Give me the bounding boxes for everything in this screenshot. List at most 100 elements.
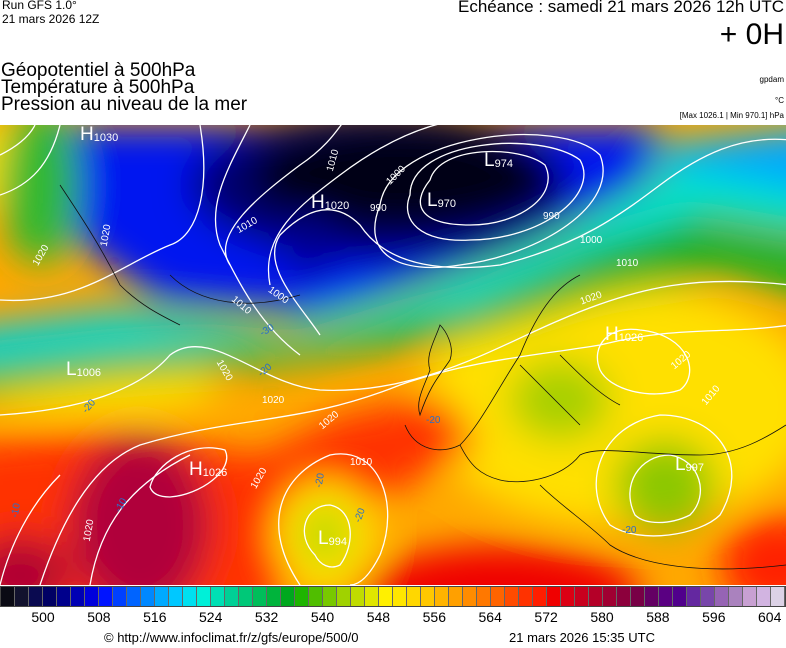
colorbar-cell [547, 587, 561, 606]
run-info: Run GFS 1.0° 21 mars 2026 12Z [2, 0, 99, 26]
colorbar-cell [239, 587, 253, 606]
colorbar-cell [715, 587, 729, 606]
forecast-time: Echéance : samedi 21 mars 2026 12h UTC [457, 0, 784, 16]
colorbar-cell [603, 587, 617, 606]
colorbar [0, 586, 786, 607]
colorbar-cell [1, 587, 15, 606]
unit-temperature: °C [775, 96, 784, 105]
colorbar-cell [155, 587, 169, 606]
colorbar-cell [57, 587, 71, 606]
colorbar-cell [519, 587, 533, 606]
colorbar-tick-label: 564 [478, 609, 502, 625]
pressure-center-low: L994 [318, 528, 347, 549]
colorbar-cell [771, 587, 785, 606]
colorbar-cell [183, 587, 197, 606]
isobar-label: 1010 [350, 457, 373, 468]
colorbar-tick-label: 556 [422, 609, 446, 625]
colorbar-tick-label: 580 [590, 609, 614, 625]
colorbar-cell [85, 587, 99, 606]
coastlines [59, 184, 786, 570]
colorbar-cell [757, 587, 771, 606]
colorbar-cell [197, 587, 211, 606]
colorbar-cell [701, 587, 715, 606]
colorbar-cell [477, 587, 491, 606]
colorbar-cell [463, 587, 477, 606]
unit-geopotential: gpdam [759, 75, 784, 84]
colorbar-cell [211, 587, 225, 606]
temperature-label: -20 [426, 415, 441, 426]
colorbar-cell [267, 587, 281, 606]
pressure-center-low: L1006 [66, 359, 102, 380]
colorbar-tick-label: 548 [366, 609, 391, 625]
isobar-label: 1020 [262, 395, 285, 406]
lead-time: + 0H [719, 18, 784, 51]
isobar-label: 1000 [580, 235, 603, 246]
colorbar-cell [225, 587, 239, 606]
unit-pressure-range: [Max 1026.1 | Min 970.1] hPa [679, 111, 784, 120]
pressure-center-high: H1026 [605, 324, 644, 345]
colorbar-cell [337, 587, 351, 606]
colorbar-tick-label: 532 [254, 609, 279, 625]
colorbar-cell [659, 587, 673, 606]
temperature-label: -20 [622, 525, 637, 536]
colorbar-cell [127, 587, 141, 606]
isobar-label: 990 [543, 211, 560, 222]
colorbar-cell [71, 587, 85, 606]
colorbar-cell [589, 587, 603, 606]
colorbar-cell [15, 587, 29, 606]
colorbar-cell [421, 587, 435, 606]
colorbar-cell [365, 587, 379, 606]
generated-date: 21 mars 2026 15:35 UTC [509, 630, 655, 645]
colorbar-cell [99, 587, 113, 606]
title-pressure: Pression au niveau de la mer [1, 94, 248, 115]
colorbar-tick-label: 572 [534, 609, 558, 625]
colorbar-cell [393, 587, 407, 606]
colorbar-tick-label: 588 [646, 609, 670, 625]
colorbar-cell [617, 587, 631, 606]
isobar-label: 1010 [616, 258, 639, 269]
title-temperature: Température à 500hPa [1, 77, 195, 98]
map-titles: Géopotentiel à 500hPa Température à 500h… [1, 60, 248, 115]
colorbar-cell [673, 587, 687, 606]
colorbar-cell [29, 587, 43, 606]
colorbar-cell [407, 587, 421, 606]
pressure-center-high: H1020 [311, 192, 350, 213]
colorbar-cell [491, 587, 505, 606]
map-field [0, 125, 786, 585]
colorbar-cell [323, 587, 337, 606]
colorbar-tick-label: 524 [199, 609, 223, 625]
colorbar-tick-label: 596 [702, 609, 726, 625]
colorbar-cell [253, 587, 267, 606]
isobars [0, 125, 786, 585]
colorbar-cell [743, 587, 757, 606]
colorbar-cell [141, 587, 155, 606]
pressure-center-low: L974 [484, 150, 513, 171]
colorbar-cell [379, 587, 393, 606]
colorbar-cell [505, 587, 519, 606]
colorbar-cell [309, 587, 323, 606]
pressure-center-high: H1026 [189, 459, 228, 480]
pressure-center-high: H1030 [80, 125, 119, 145]
colorbar-cell [113, 587, 127, 606]
colorbar-tick-label: 604 [758, 609, 782, 625]
colorbar-tick-label: 500 [31, 609, 55, 625]
colorbar-cell [631, 587, 645, 606]
colorbar-cell [687, 587, 701, 606]
pressure-center-low: L997 [675, 454, 704, 475]
colorbar-tick-label: 516 [143, 609, 167, 625]
colorbar-cell [43, 587, 57, 606]
colorbar-cell [575, 587, 589, 606]
weather-map: H1030 L1006 H1020 L970 L974 H1026 L994 L… [0, 125, 786, 585]
colorbar-cell [533, 587, 547, 606]
colorbar-cell [645, 587, 659, 606]
colorbar-cell [281, 587, 295, 606]
colorbar-tick-label: 508 [87, 609, 111, 625]
colorbar-cell [351, 587, 365, 606]
run-date: 21 mars 2026 12Z [2, 12, 100, 26]
colorbar-cell [449, 587, 463, 606]
title-geopotential: Géopotentiel à 500hPa [1, 60, 196, 81]
pressure-center-low: L970 [427, 190, 456, 211]
colorbar-cell [295, 587, 309, 606]
colorbar-cell [561, 587, 575, 606]
colorbar-tick-label: 540 [310, 609, 335, 625]
